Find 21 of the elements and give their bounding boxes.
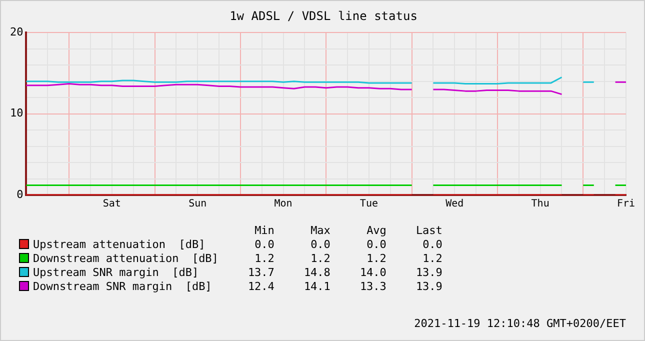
x-tick-label: Sun xyxy=(188,198,207,210)
y-tick-label: 10 xyxy=(10,106,24,120)
y-tick-label: 0 xyxy=(16,188,24,201)
x-tick-label: Mon xyxy=(274,198,292,210)
x-tick-label: Wed xyxy=(446,198,464,210)
text: 0.0 0.0 0.0 0.0 xyxy=(254,238,442,250)
legend-label: Downstream attenuation [dB] xyxy=(32,251,218,265)
y-tick-label: 20 xyxy=(10,25,24,38)
legend-label: Upstream attenuation [dB] xyxy=(32,237,206,251)
x-tick-label: Sat xyxy=(102,198,121,210)
legend-label: Downstream SNR margin [dB] xyxy=(32,279,213,293)
text: 1.2 1.2 1.2 1.2 xyxy=(254,252,442,264)
text: 12.4 14.1 13.3 13.9 xyxy=(248,280,442,292)
text: Min Max Avg Last xyxy=(254,224,442,236)
text: 13.7 14.8 14.0 13.9 xyxy=(248,266,442,278)
x-tick-label: Tue xyxy=(360,198,378,210)
x-tick-label: Thu xyxy=(531,198,550,210)
x-tick-label: Fri xyxy=(616,198,636,210)
legend-label: Upstream SNR margin [dB] xyxy=(32,265,200,279)
chart-title: 1w ADSL / VDSL line status xyxy=(228,9,418,23)
text: 2021-11-19 12:10:48 GMT+0200/EET xyxy=(414,317,626,330)
